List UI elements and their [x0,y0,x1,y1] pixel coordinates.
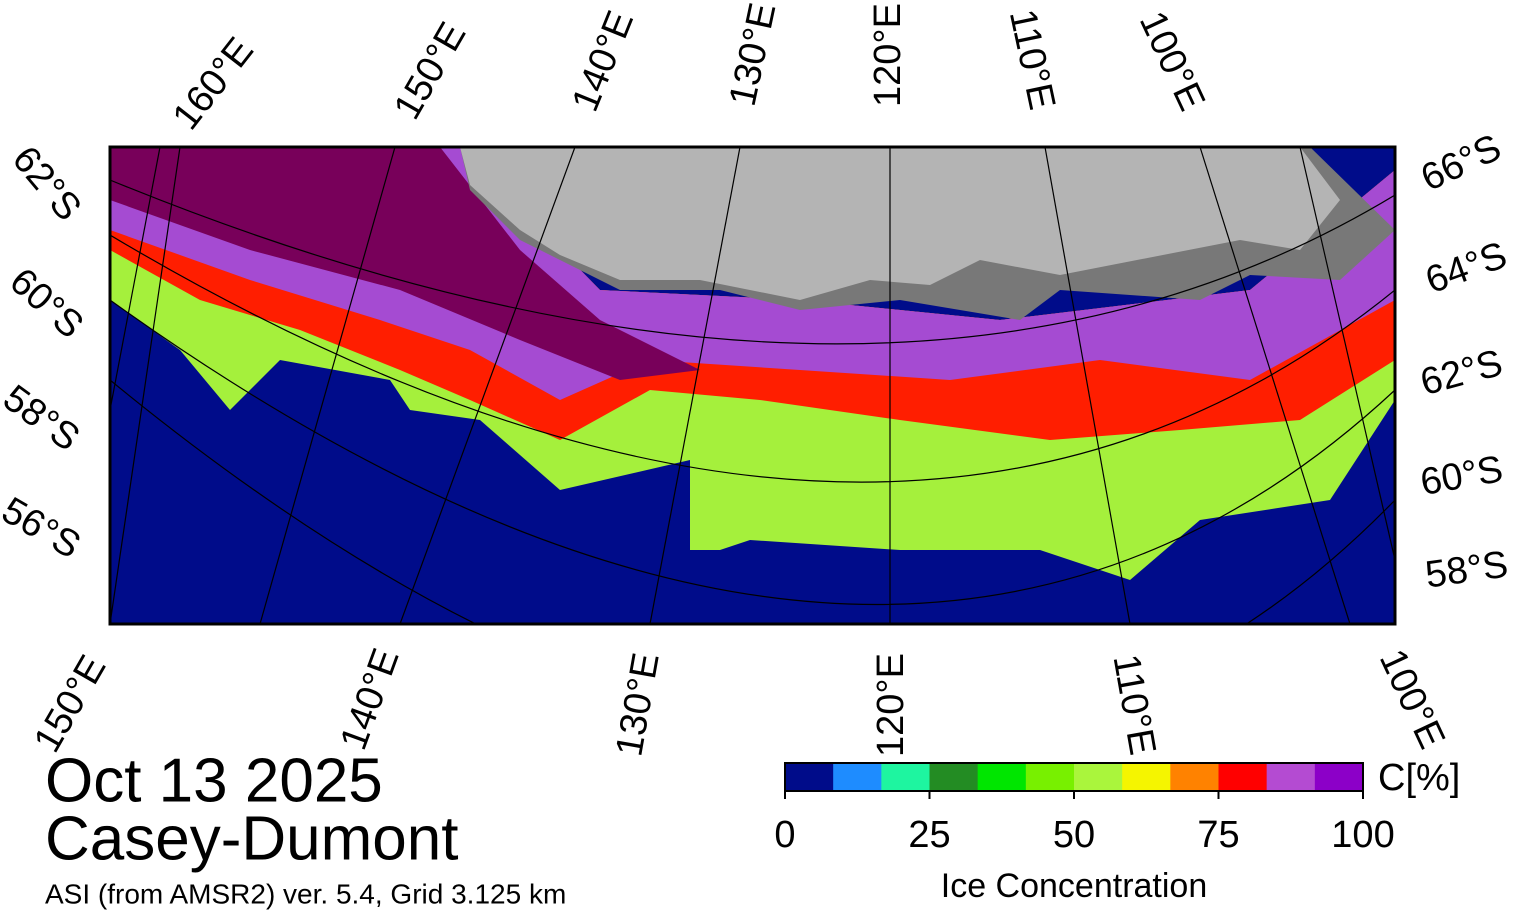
graticule-label: 150°E [386,16,474,127]
colorbar-swatch [1314,763,1364,791]
graticule-label: 140°E [333,643,408,755]
map-area [110,147,1395,624]
graticule-label: 140°E [564,5,642,117]
graticule-label: 58°S [0,377,87,460]
graticule-label: 66°S [1415,127,1508,200]
colorbar-swatch [785,763,834,791]
graticule-label: 100°E [1371,643,1453,755]
graticule-label: 56°S [0,489,87,567]
graticule-label: 110°E [1001,6,1063,114]
graticule-label: 160°E [165,30,262,138]
land [460,147,1340,300]
colorbar-tick-label: 0 [774,814,795,856]
colorbar-tick-label: 100 [1331,814,1394,856]
colorbar-tick-label: 25 [908,814,950,856]
graticule-label: 62°S [4,139,89,229]
graticule-label: 100°E [1131,5,1213,117]
colorbar-swatch [1170,763,1219,791]
colorbar-swatch [1025,763,1075,791]
colorbar-swatch [1074,763,1123,791]
colorbar-swatch [1266,763,1316,791]
graticule-label: 130°E [722,0,785,110]
colorbar-unit: C[%] [1378,757,1460,799]
graticule-label: 120°E [870,653,912,757]
graticule-label: 58°S [1423,543,1511,596]
region: Casey-Dumont [45,804,458,873]
ice-dense [110,147,700,380]
colorbar-swatch [833,763,882,791]
colorbar-swatch [929,763,979,791]
graticule-label: 62°S [1416,342,1507,404]
graticule [110,147,1395,624]
graticule-label: 120°E [867,3,909,107]
source: ASI (from AMSR2) ver. 5.4, Grid 3.125 km [45,878,566,909]
colorbar-swatch [1218,763,1268,791]
graticule-label: 110°E [1104,651,1163,758]
graticule-label: 64°S [1420,234,1512,302]
colorbar-tick-label: 50 [1053,814,1095,856]
map-frame [108,145,1397,626]
graticule-label: 60°S [1,260,91,347]
graticule-label: 60°S [1417,448,1506,504]
graticule-label: 130°E [608,650,667,760]
colorbar-swatch [977,763,1027,791]
colorbar-swatch [1122,763,1171,791]
colorbar-tick-label: 75 [1197,814,1239,856]
colorbar-swatch [881,763,930,791]
graticule-label: 150°E [26,649,114,760]
colorbar-title: Ice Concentration [941,867,1208,905]
date: Oct 13 2025 [45,746,383,815]
